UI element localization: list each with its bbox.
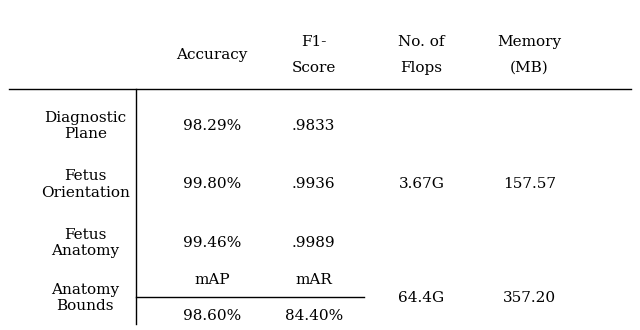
Text: 99.46%: 99.46%: [183, 236, 241, 250]
Text: .9989: .9989: [292, 236, 335, 250]
Text: Flops: Flops: [401, 61, 442, 75]
Text: No. of: No. of: [398, 35, 445, 49]
Text: Diagnostic
Plane: Diagnostic Plane: [44, 111, 126, 141]
Text: Memory: Memory: [497, 35, 561, 49]
Text: F1-: F1-: [301, 35, 326, 49]
Text: mAR: mAR: [295, 273, 332, 287]
Text: Fetus
Orientation: Fetus Orientation: [41, 169, 130, 200]
Text: Fetus
Anatomy: Fetus Anatomy: [51, 228, 119, 258]
Text: .9833: .9833: [292, 119, 335, 133]
Text: 357.20: 357.20: [503, 291, 556, 305]
Text: (MB): (MB): [510, 61, 548, 75]
Text: Accuracy: Accuracy: [177, 48, 248, 62]
Text: 3.67G: 3.67G: [399, 178, 445, 191]
Text: 64.4G: 64.4G: [398, 291, 445, 305]
Text: Anatomy
Bounds: Anatomy Bounds: [51, 283, 119, 313]
Text: Score: Score: [291, 61, 336, 75]
Text: 98.29%: 98.29%: [183, 119, 241, 133]
Text: mAP: mAP: [195, 273, 230, 287]
Text: 157.57: 157.57: [503, 178, 556, 191]
Text: 99.80%: 99.80%: [183, 178, 241, 191]
Text: .9936: .9936: [292, 178, 335, 191]
Text: 84.40%: 84.40%: [285, 309, 343, 323]
Text: 98.60%: 98.60%: [183, 309, 241, 323]
